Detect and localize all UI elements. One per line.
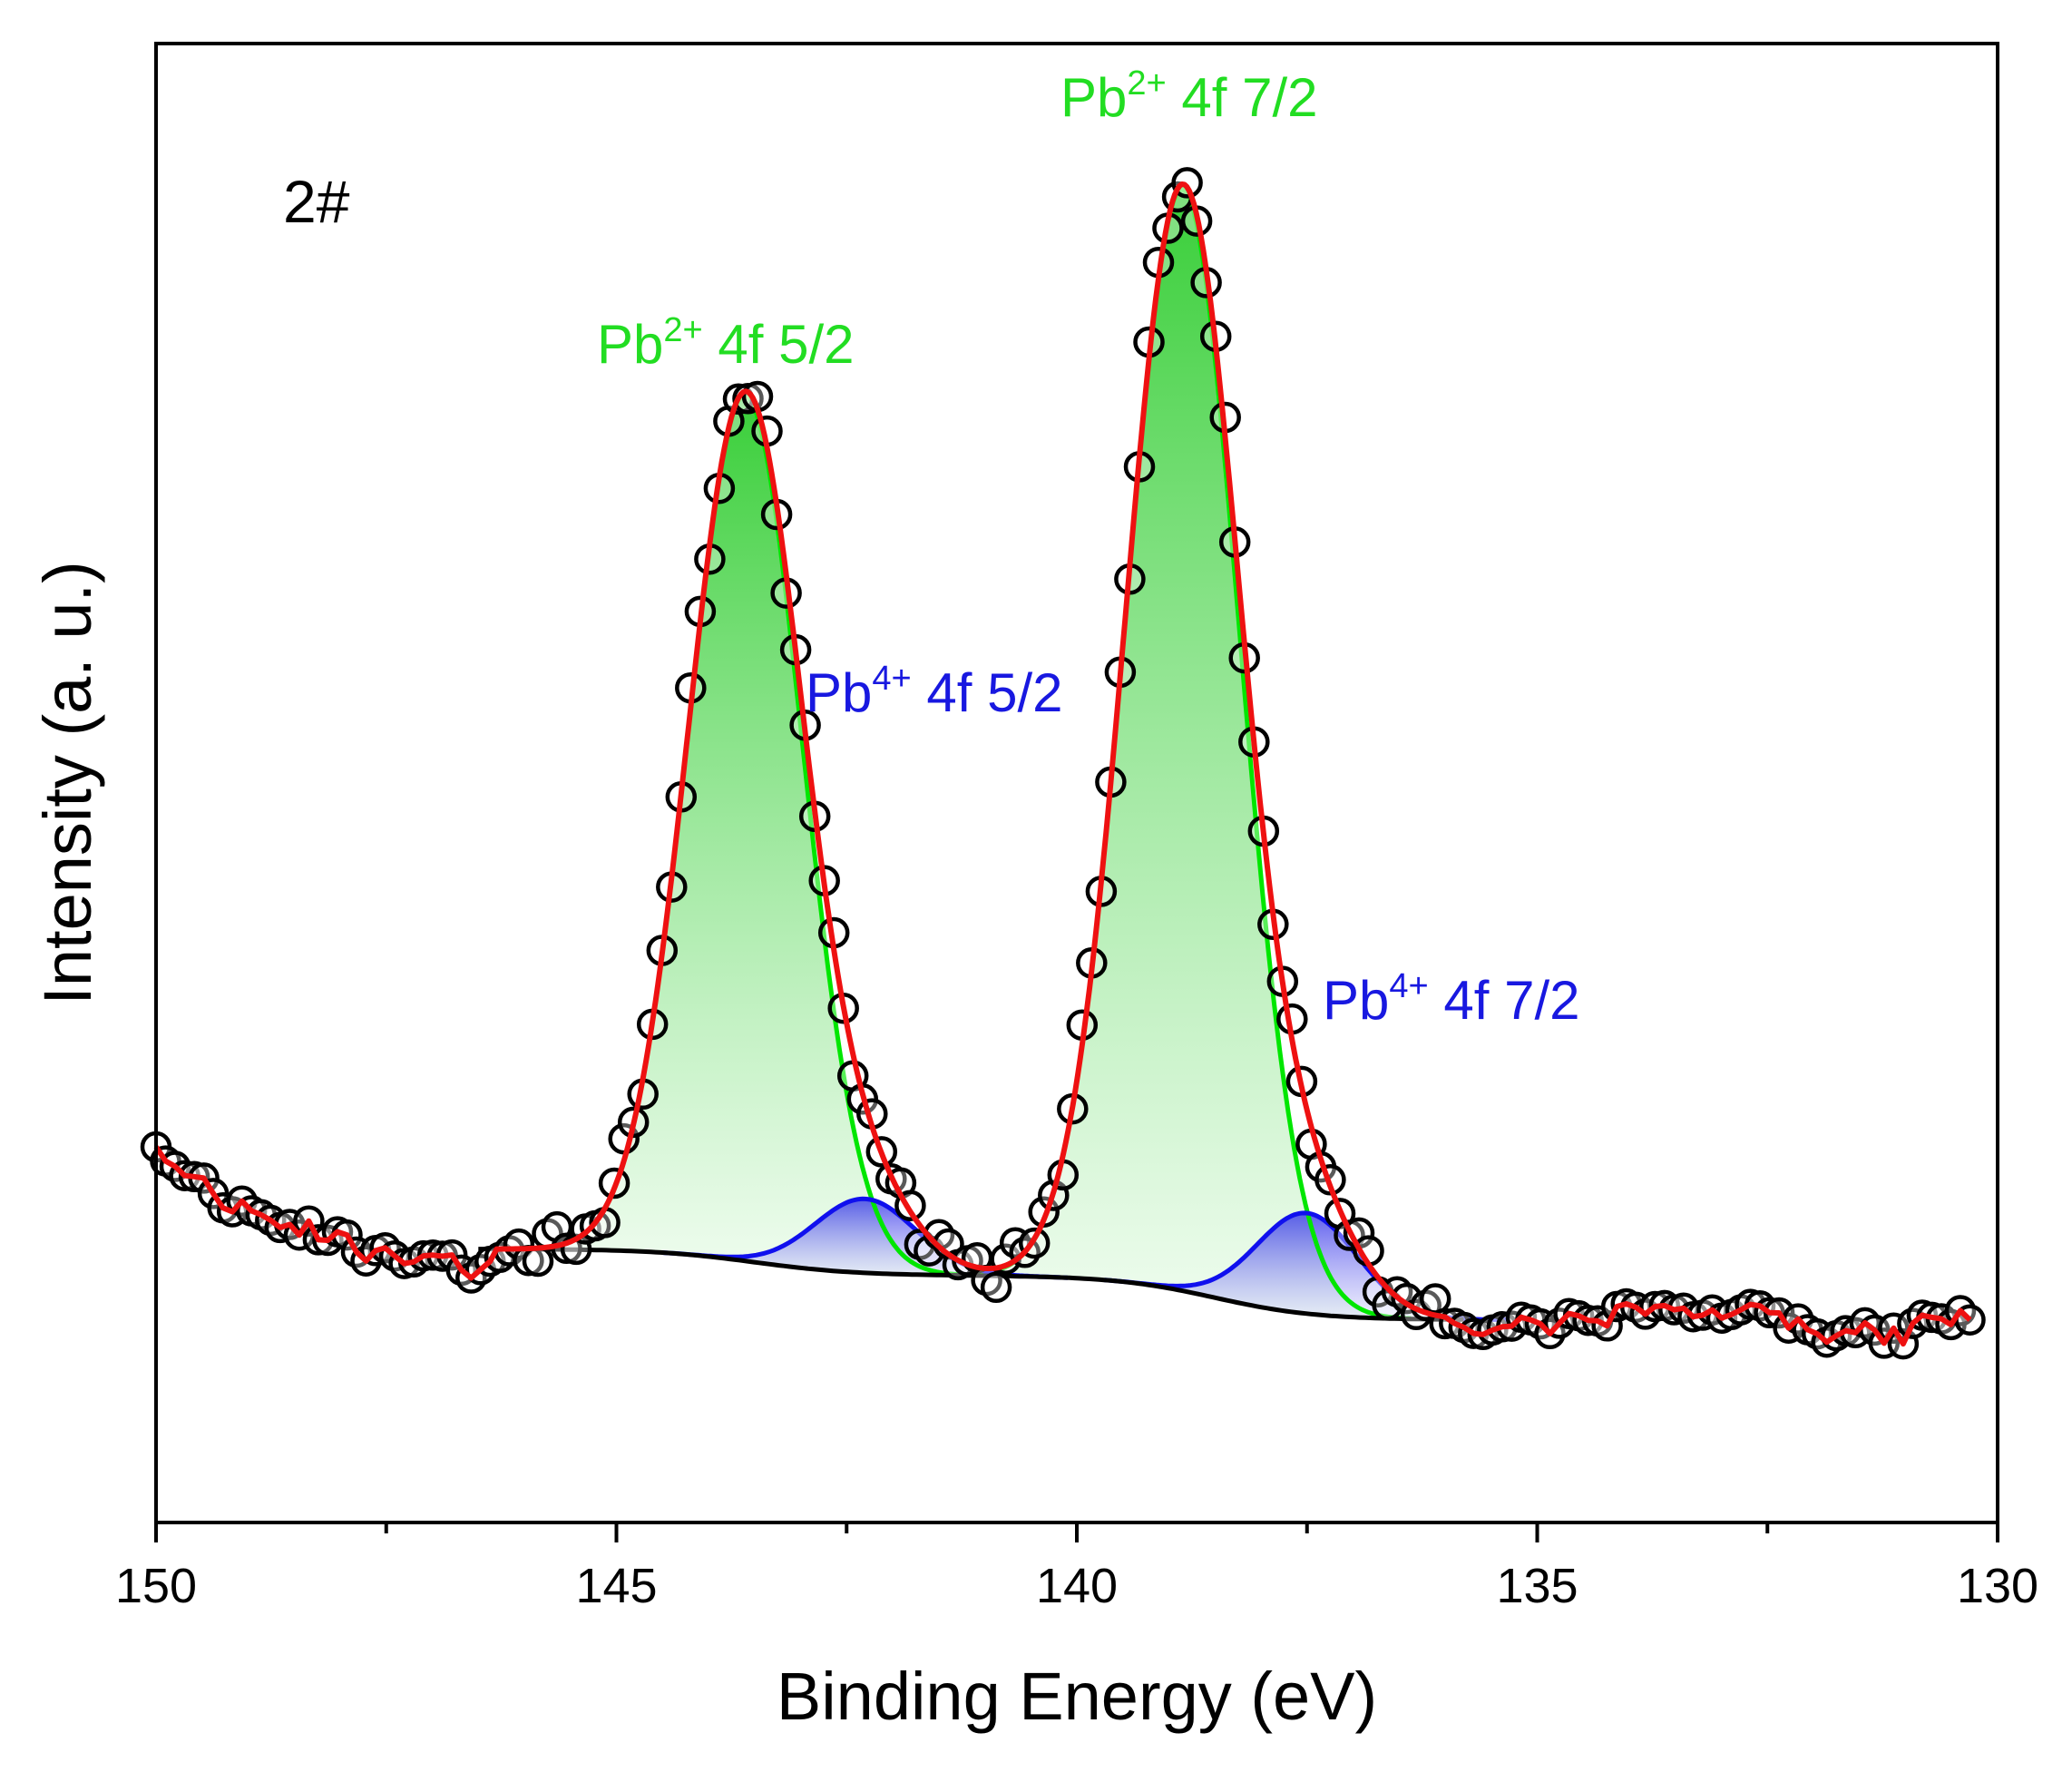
pb4-4f72-fill: [1104, 1212, 1510, 1320]
x-tick-label: 130: [1957, 1559, 2038, 1613]
envelope-fit: [153, 181, 1972, 1347]
data-point: [522, 1245, 554, 1278]
pb4-4f52-charge: 4+: [872, 660, 911, 698]
pb4-4f72-orbital: 4f 7/2: [1429, 970, 1580, 1031]
pb2-4f72-charge: 2+: [1127, 64, 1166, 103]
pb2-4f52-charge: 2+: [663, 311, 702, 349]
x-tick-label: 140: [1036, 1559, 1118, 1613]
pb2-4f52-label: Pb2+ 4f 5/2: [597, 311, 855, 375]
x-tick-label: 135: [1496, 1559, 1578, 1613]
pb4-4f52-fill: [662, 1199, 1068, 1278]
pb4-4f72-charge: 4+: [1389, 967, 1428, 1005]
component-fills: [516, 189, 1510, 1320]
x-tick-label: 150: [115, 1559, 197, 1613]
pb2-4f52-orbital: 4f 5/2: [703, 314, 855, 375]
data-point: [980, 1271, 1012, 1304]
x-axis-label: Binding Energy (eV): [777, 1659, 1377, 1734]
pb2-4f72-fill: [954, 189, 1412, 1319]
pb2-4f72-orbital: 4f 7/2: [1167, 67, 1318, 128]
pb2-4f52-fill: [516, 396, 974, 1276]
pb2-4f72-label: Pb2+ 4f 7/2: [1060, 64, 1318, 128]
y-axis-label: Intensity (a. u.): [30, 561, 105, 1004]
pb4-4f72-label: Pb4+ 4f 7/2: [1323, 967, 1580, 1031]
sample-label: 2#: [283, 168, 350, 235]
envelope-line: [153, 181, 1972, 1347]
x-tick-label: 145: [575, 1559, 657, 1613]
pb2-4f52-element: Pb: [597, 314, 663, 375]
pb4-4f52-label: Pb4+ 4f 5/2: [806, 660, 1063, 723]
pb4-4f52-element: Pb: [806, 662, 872, 723]
x-axis-ticks: 150 145 140 135 130: [115, 1523, 2038, 1613]
pb4-4f72-element: Pb: [1323, 970, 1389, 1031]
pb2-4f72-element: Pb: [1060, 67, 1127, 128]
pb4-4f52-orbital: 4f 5/2: [912, 662, 1063, 723]
